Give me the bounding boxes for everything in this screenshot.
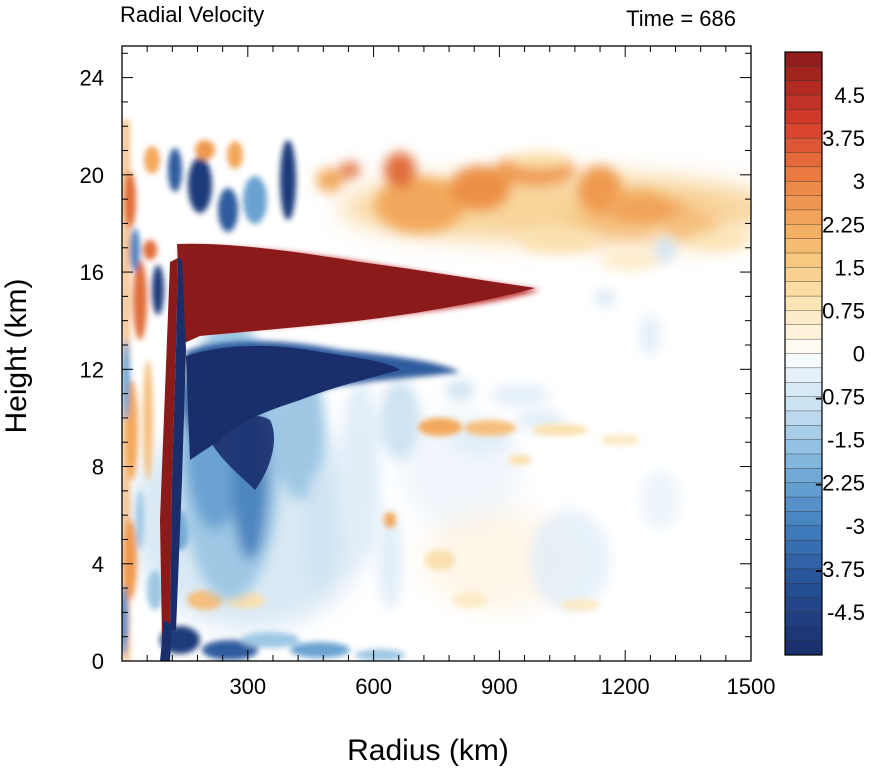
colorbar-frame: [784, 51, 823, 656]
colorbar-segment: [784, 338, 823, 354]
eyewall-negative: [170, 258, 186, 632]
y-tick-label: 8: [92, 455, 104, 480]
plot-frame: [121, 45, 752, 662]
colorbar-label: -3: [845, 514, 865, 539]
y-tick-label: 20: [80, 163, 104, 188]
colorbar-segment: [784, 195, 823, 211]
colorbar-segment: [784, 439, 823, 455]
y-tick-label: 12: [80, 357, 104, 382]
colorbar-segment: [784, 51, 823, 67]
colorbar-label: -3.75: [815, 557, 865, 582]
colorbar-segment: [784, 80, 823, 96]
colorbar-label: -4.5: [827, 600, 865, 625]
colorbar-segment: [784, 209, 823, 225]
colorbar-segment: [784, 367, 823, 383]
inflow-core: [186, 345, 400, 460]
colorbar-segment: [784, 137, 823, 153]
colorbar-segment: [784, 295, 823, 311]
colorbar-label: 3: [853, 169, 865, 194]
colorbar-segment: [784, 583, 823, 599]
colorbar-segment: [784, 511, 823, 527]
colorbar-segment: [784, 324, 823, 340]
colorbar-segment: [784, 611, 823, 627]
colorbar-segment: [784, 281, 823, 297]
colorbar-segment: [784, 152, 823, 168]
x-tick-label: 300: [229, 674, 266, 699]
colorbar-segment: [784, 640, 823, 656]
y-tick-label: 0: [92, 649, 104, 674]
time-label: Time = 686: [626, 6, 736, 31]
colorbar: 4.5 3.75 3 2.25 1.5 0.75 0 -0.75 -1.5 -2.25 -3 -3.7…: [784, 51, 865, 656]
colorbar-segment: [784, 109, 823, 125]
eyewall-positive: [160, 258, 178, 640]
colorbar-segment: [784, 453, 823, 469]
colorbar-label: -0.75: [815, 385, 865, 410]
colorbar-label: 0: [853, 342, 865, 367]
x-axis-title: Radius (km): [347, 734, 509, 767]
colorbar-label: 1.5: [834, 255, 865, 280]
chart-title: Radial Velocity: [120, 2, 264, 27]
colorbar-segment: [784, 252, 823, 268]
outflow-core: [177, 243, 535, 344]
x-tick-label: 1500: [727, 674, 776, 699]
colorbar-segment: [784, 410, 823, 426]
y-tick-label: 16: [80, 260, 104, 285]
y-axis-title: Height (km): [0, 278, 33, 433]
colorbar-label: 3.75: [822, 126, 865, 151]
colorbar-segment: [784, 597, 823, 613]
colorbar-segment: [784, 626, 823, 642]
colorbar-label: -2.25: [815, 471, 865, 496]
colorbar-segment: [784, 238, 823, 254]
colorbar-segment: [784, 496, 823, 512]
x-tick-label: 600: [355, 674, 392, 699]
colorbar-label: 0.75: [822, 298, 865, 323]
colorbar-segment: [784, 224, 823, 240]
colorbar-segment: [784, 166, 823, 182]
colorbar-label: 4.5: [834, 83, 865, 108]
x-tick-label: 1200: [601, 674, 650, 699]
plot-area: 300 600 900 1200 1500 0 4 8 12 16 20 24: [80, 45, 776, 699]
y-axis: 0 4 8 12 16 20 24: [80, 52, 751, 674]
colorbar-segment: [784, 425, 823, 441]
x-axis: 300 600 900 1200 1500: [146, 46, 776, 699]
colorbar-segment: [784, 94, 823, 110]
x-tick-label: 900: [481, 674, 518, 699]
colorbar-segment: [784, 267, 823, 283]
colorbar-segment: [784, 310, 823, 326]
colorbar-label: -1.5: [827, 428, 865, 453]
colorbar-segment: [784, 123, 823, 139]
y-tick-label: 4: [92, 552, 104, 577]
y-tick-label: 24: [80, 66, 104, 91]
velocity-field: [122, 120, 751, 661]
colorbar-label: 2.25: [822, 212, 865, 237]
colorbar-segment: [784, 181, 823, 197]
colorbar-segment: [784, 66, 823, 82]
colorbar-segment: [784, 539, 823, 556]
colorbar-segment: [784, 525, 823, 541]
colorbar-segment: [784, 353, 823, 369]
